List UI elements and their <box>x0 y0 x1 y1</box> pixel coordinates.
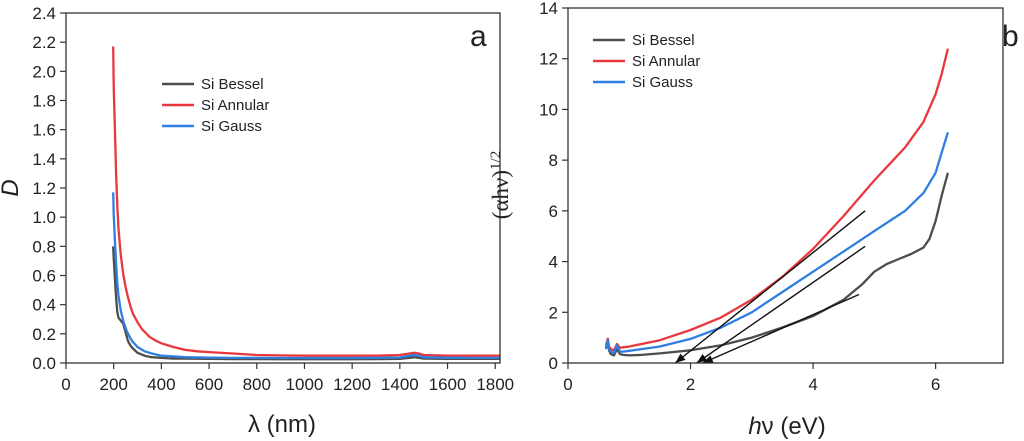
series-si-gauss <box>604 131 949 355</box>
x-tick-label: 1600 <box>429 375 467 394</box>
x-tick-label: 200 <box>100 375 128 394</box>
panel-b-frame <box>567 7 1004 364</box>
tangent-arrowhead <box>675 353 686 363</box>
y-tick-label: 0.4 <box>32 296 56 315</box>
panel-b-ylabel-sup: 1/2 <box>488 151 504 170</box>
y-tick-label: 0.0 <box>32 354 56 373</box>
y-tick-label: 2.4 <box>32 4 56 23</box>
y-tick-label: 2 <box>549 303 558 322</box>
y-tick-label: 0.2 <box>32 325 56 344</box>
x-tick-label: 0 <box>563 375 572 394</box>
legend-label: Si Bessel <box>201 76 264 93</box>
y-tick-label: 1.4 <box>32 150 56 169</box>
y-tick-label: 1.8 <box>32 92 56 111</box>
y-tick-label: 1.6 <box>32 121 56 140</box>
y-tick-label: 8 <box>549 151 558 170</box>
tangent-line <box>702 293 860 364</box>
panel-a-xlabel: λ (nm) <box>248 411 316 438</box>
panel-a-ticks: 0 200 400 600 800 1000 1200 1400 1600 1800 0.0 0.2 0… <box>32 4 514 394</box>
x-tick-label: 1800 <box>476 375 514 394</box>
panel-b-xlabel-rest: ν (eV) <box>762 413 826 440</box>
panel-a-series <box>112 46 500 361</box>
panel-a-frame <box>65 12 501 364</box>
legend-label: Si Bessel <box>632 32 695 49</box>
legend-label: Si Annular <box>632 53 700 70</box>
tangent-arrowhead <box>696 354 708 363</box>
panel-b-series <box>604 48 950 357</box>
x-tick-label: 400 <box>147 375 175 394</box>
y-tick-label: 1.0 <box>32 208 56 227</box>
panel-b-xlabel: hν (eV) <box>748 413 825 440</box>
x-tick-label: 1000 <box>286 375 324 394</box>
series-si-annular <box>604 48 950 352</box>
tangent-line <box>674 210 866 364</box>
panel-b-tangents <box>674 210 866 364</box>
panel-b: 0 2 4 6 0 2 4 6 8 10 12 14 b hν (eV) (αhν)1/2 Si Be… <box>488 0 1019 440</box>
x-tick-label: 600 <box>195 375 223 394</box>
y-tick-label: 2.0 <box>32 62 56 81</box>
series-si-gauss <box>112 192 500 360</box>
y-tick-label: 10 <box>539 100 558 119</box>
series-si-bessel <box>604 172 950 357</box>
y-tick-label: 14 <box>539 0 558 18</box>
panel-b-letter: b <box>1002 20 1019 53</box>
y-tick-label: 0.6 <box>32 267 56 286</box>
x-tick-label: 800 <box>243 375 271 394</box>
x-tick-label: 4 <box>808 375 817 394</box>
panel-a-ylabel: D <box>0 179 24 196</box>
panel-a: 0 200 400 600 800 1000 1200 1400 1600 1800 0.0 0.2 0… <box>0 4 514 438</box>
panel-b-legend: Si Bessel Si Annular Si Gauss <box>593 32 700 91</box>
panel-b-ylabel-main: (αhν) <box>488 170 513 219</box>
x-tick-label: 1400 <box>381 375 419 394</box>
panel-b-xlabel-h: h <box>748 413 761 440</box>
y-tick-label: 0 <box>549 354 558 373</box>
y-tick-label: 4 <box>549 253 558 272</box>
legend-label: Si Annular <box>201 97 269 114</box>
series-si-annular <box>112 46 500 357</box>
y-tick-label: 2.2 <box>32 33 56 52</box>
tangent-arrowhead <box>702 355 714 363</box>
panel-b-ylabel: (αhν)1/2 <box>488 151 513 219</box>
panel-a-legend: Si Bessel Si Annular Si Gauss <box>162 76 269 135</box>
y-tick-label: 0.8 <box>32 237 56 256</box>
x-tick-label: 0 <box>61 375 70 394</box>
x-tick-label: 1200 <box>333 375 371 394</box>
tangent-line <box>696 245 866 364</box>
series-si-bessel <box>112 246 500 361</box>
y-tick-label: 12 <box>539 50 558 69</box>
panel-b-ticks: 0 2 4 6 0 2 4 6 8 10 12 14 <box>539 0 940 394</box>
legend-label: Si Gauss <box>632 74 693 91</box>
x-tick-label: 6 <box>931 375 940 394</box>
y-tick-label: 1.2 <box>32 179 56 198</box>
legend-label: Si Gauss <box>201 118 262 135</box>
x-tick-label: 2 <box>686 375 695 394</box>
panel-a-letter: a <box>470 20 487 53</box>
y-tick-label: 6 <box>549 202 558 221</box>
